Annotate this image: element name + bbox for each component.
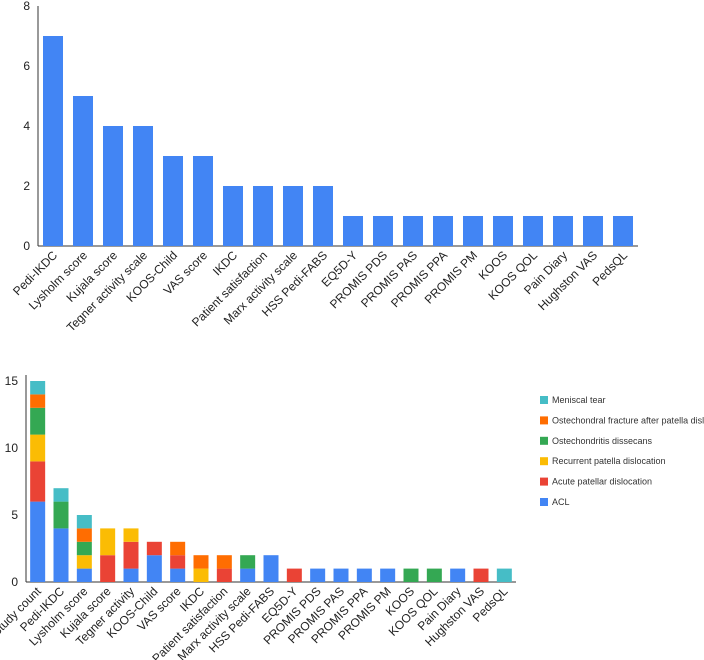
bar-segment-acl xyxy=(356,568,372,582)
bar-segment-recurrent-patella-dislocation xyxy=(76,555,92,569)
bar-segment-acute-patellar-dislocation xyxy=(146,541,162,556)
bar-segment-acute-patellar-dislocation xyxy=(286,568,302,582)
bar-pain-diary xyxy=(553,216,573,246)
bar-segment-ostechondral-fracture-after-patella-dislocation xyxy=(30,394,46,408)
bar-promis-pas xyxy=(403,216,423,246)
bar-segment-ostechondral-fracture-after-patella-dislocation xyxy=(170,541,186,556)
legend: Meniscal tear Ostechondral fracture after… xyxy=(540,395,704,507)
bar-koos-qol xyxy=(523,216,543,246)
bar-segment-recurrent-patella-dislocation xyxy=(193,568,209,582)
bar-segment-acl xyxy=(240,568,256,582)
y-tick-label: 5 xyxy=(11,508,18,522)
bar-vas-score xyxy=(193,156,213,246)
bar-segment-ostechondritis-dissecans xyxy=(403,568,419,582)
bar-pedsql xyxy=(613,216,633,246)
legend-swatch-ostechondral-fracture-after-patella-dislocation xyxy=(540,416,548,425)
bar-koos-child xyxy=(163,156,183,246)
bar-kujala-score xyxy=(103,126,123,246)
bar-segment-acl xyxy=(333,568,349,582)
bar-segment-acute-patellar-dislocation xyxy=(30,461,46,502)
bar-segment-ostechondritis-dissecans xyxy=(426,568,442,582)
y-tick-label: 0 xyxy=(11,575,18,589)
bar-marx-activity-scale xyxy=(283,186,303,246)
bar-segment-recurrent-patella-dislocation xyxy=(100,528,116,556)
bar-segment-acl xyxy=(146,555,162,582)
bar-segment-ostechondritis-dissecans xyxy=(76,541,92,556)
bar-ikdc xyxy=(223,186,243,246)
bar-segment-acl xyxy=(263,555,279,582)
bar-segment-meniscal-tear xyxy=(496,568,512,582)
bar-segment-ostechondral-fracture-after-patella-dislocation xyxy=(216,555,232,569)
bar-promis-pm xyxy=(463,216,483,246)
legend-label: Ostechondral fracture after patella disl… xyxy=(552,415,704,425)
y-tick-label: 10 xyxy=(5,441,19,455)
bar-segment-acl xyxy=(30,501,46,582)
bar-pedi-ikdc xyxy=(43,36,63,246)
bar-segment-meniscal-tear xyxy=(76,515,92,529)
bar-segment-acute-patellar-dislocation xyxy=(123,541,139,569)
bar-segment-acl xyxy=(123,568,139,582)
y-tick-label: 0 xyxy=(23,239,30,253)
bar-patient-satisfaction xyxy=(253,186,273,246)
legend-label: Ostechondritis dissecans xyxy=(552,436,653,446)
legend-label: ACL xyxy=(552,497,570,507)
legend-swatch-acl xyxy=(540,498,548,506)
y-tick-label: 8 xyxy=(23,0,30,13)
bar-segment-acl xyxy=(380,568,396,582)
bar-eq5d-y xyxy=(343,216,363,246)
legend-swatch-acute-patellar-dislocation xyxy=(540,477,548,486)
bar-hss-pedi-fabs xyxy=(313,186,333,246)
bar-segment-acute-patellar-dislocation xyxy=(473,568,489,582)
legend-label: Meniscal tear xyxy=(552,395,606,405)
bar-koos xyxy=(493,216,513,246)
bar-segment-acl xyxy=(310,568,326,582)
bar-segment-meniscal-tear xyxy=(53,488,69,502)
y-tick-label: 2 xyxy=(23,179,30,193)
bar-segment-acute-patellar-dislocation xyxy=(100,555,116,582)
y-tick-label: 6 xyxy=(23,59,30,73)
bar-promis-pds xyxy=(373,216,393,246)
bar-segment-recurrent-patella-dislocation xyxy=(123,528,139,542)
legend-swatch-meniscal-tear xyxy=(540,396,548,404)
bar-segment-meniscal-tear xyxy=(30,381,46,395)
legend-swatch-ostechondritis-dissecans xyxy=(540,436,548,445)
y-tick-label: 4 xyxy=(23,119,30,133)
legend-label: Recurrent patella dislocation xyxy=(552,456,666,466)
bar-segment-ostechondral-fracture-after-patella-dislocation xyxy=(76,528,92,542)
bar-segment-acute-patellar-dislocation xyxy=(216,568,232,582)
bar-lysholm-score xyxy=(73,96,93,246)
bar-tegner-activity-scale xyxy=(133,126,153,246)
bar-segment-ostechondritis-dissecans xyxy=(240,555,256,569)
bar-segment-recurrent-patella-dislocation xyxy=(30,434,46,462)
bar-segment-acl xyxy=(450,568,466,582)
bar-segment-ostechondritis-dissecans xyxy=(53,501,69,529)
legend-swatch-recurrent-patella-dislocation xyxy=(540,457,548,466)
bar-segment-acl xyxy=(170,568,186,582)
y-tick-label: 15 xyxy=(5,374,19,388)
bar-segment-acl xyxy=(53,528,69,582)
bar-segment-ostechondritis-dissecans xyxy=(30,407,46,435)
bar-segment-acl xyxy=(76,568,92,582)
bar-segment-acute-patellar-dislocation xyxy=(170,555,186,569)
bar-segment-ostechondral-fracture-after-patella-dislocation xyxy=(193,555,209,569)
bar-promis-ppa xyxy=(433,216,453,246)
legend-label: Acute patellar dislocation xyxy=(552,477,652,487)
bar-hughston-vas xyxy=(583,216,603,246)
